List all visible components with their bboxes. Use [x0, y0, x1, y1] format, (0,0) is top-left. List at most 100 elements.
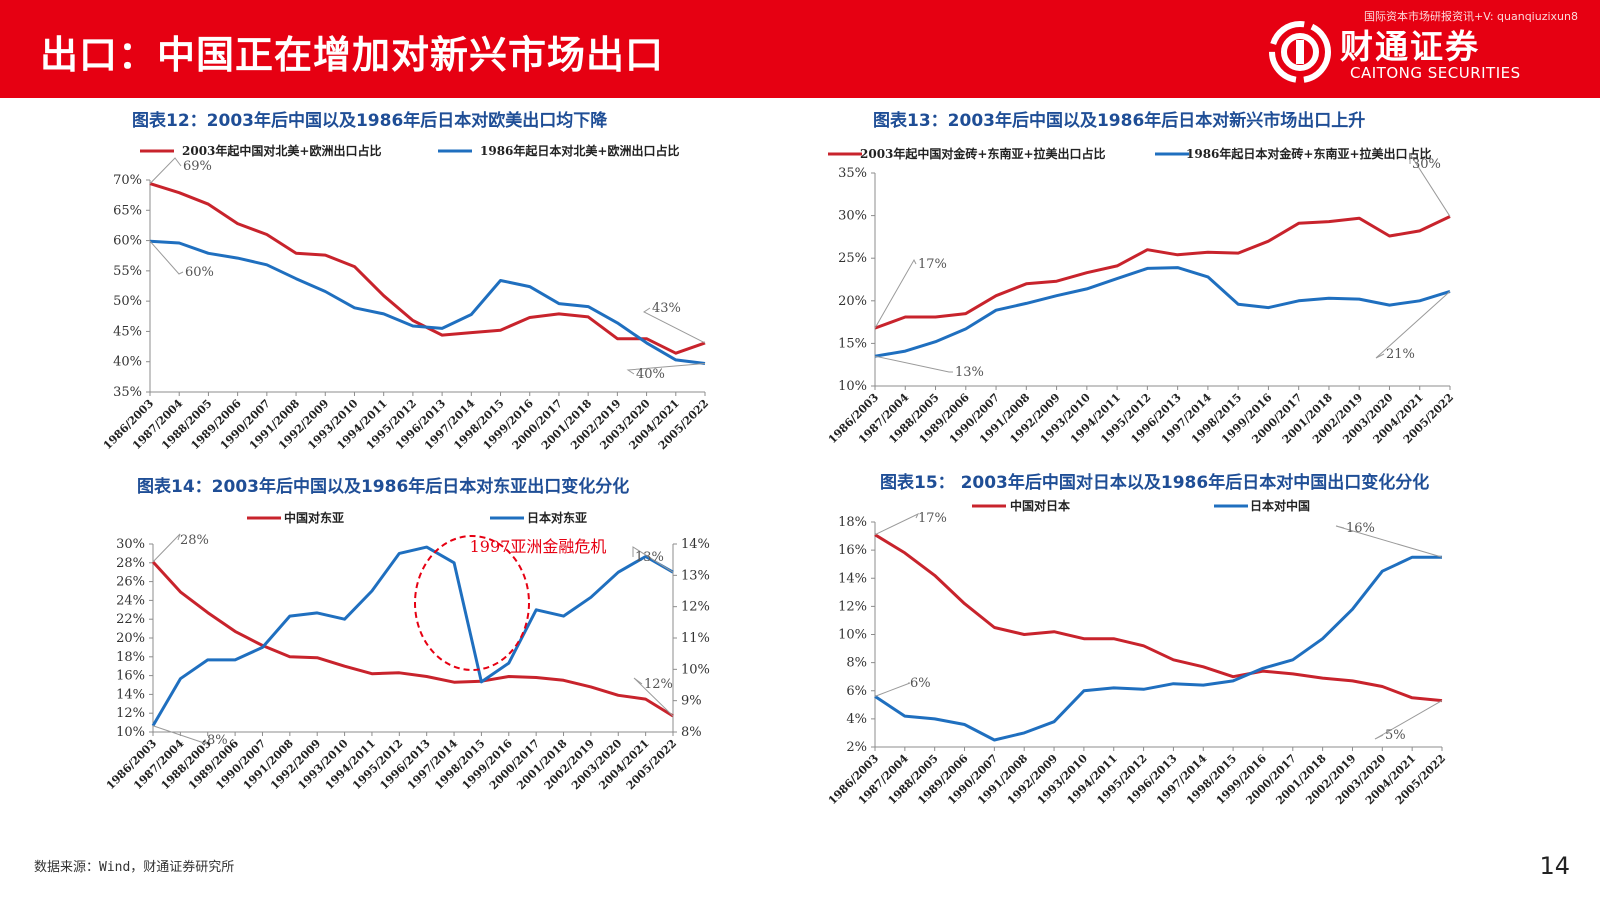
- y-tick-label: 10%: [116, 725, 145, 740]
- y-tick-label: 20%: [838, 294, 867, 309]
- y-tick-label: 50%: [113, 294, 142, 309]
- crisis-highlight-ellipse: [414, 535, 530, 671]
- y-tick-label: 28%: [116, 556, 145, 571]
- y2-tick-label: 9%: [681, 694, 702, 709]
- y-tick-label: 30%: [116, 537, 145, 552]
- page-title: 出口：中国正在增加对新兴市场出口: [40, 33, 665, 77]
- y-tick-label: 12%: [838, 599, 867, 614]
- annotation-label: 21%: [1386, 347, 1415, 362]
- series-line-1: [874, 555, 1442, 742]
- series-line-1: [874, 266, 1451, 358]
- y-tick-label: 15%: [838, 336, 867, 351]
- annotation-leader-line: [1375, 291, 1451, 359]
- legend-label-1: 1986年起日本对金砖+东南亚+拉美出口占比: [1186, 146, 1432, 161]
- annotation-leader-line: [149, 157, 182, 184]
- series-line-0: [874, 215, 1451, 330]
- y-tick-label: 2%: [846, 740, 867, 755]
- y-tick-label: 22%: [116, 612, 145, 627]
- series-line-1: [151, 545, 674, 727]
- y-tick-label: 10%: [838, 628, 867, 643]
- annotation-leader-line: [149, 240, 184, 275]
- y-tick-label: 20%: [116, 631, 145, 646]
- legend-label-1: 日本对中国: [1250, 498, 1310, 513]
- annotation-label: 6%: [910, 676, 931, 691]
- annotation-leader-line: [874, 258, 917, 329]
- annotation-leader-line: [874, 355, 953, 373]
- y-tick-label: 35%: [838, 166, 867, 181]
- series-line-0: [151, 560, 674, 718]
- y-tick-label: 70%: [113, 173, 142, 188]
- caitong-logo-icon: [1269, 21, 1331, 83]
- annotation-label: 40%: [636, 367, 665, 382]
- y-tick-label: 55%: [113, 264, 142, 279]
- annotation-label: 5%: [1385, 728, 1406, 743]
- chart14-title: 图表14：2003年后中国以及1986年后日本对东亚出口变化分化: [137, 477, 630, 497]
- annotation-leader-line: [874, 682, 911, 697]
- y2-tick-label: 12%: [681, 600, 710, 615]
- y-tick-label: 6%: [846, 684, 867, 699]
- legend-label-0: 中国对日本: [1010, 498, 1070, 513]
- chart14: 10% 12% 14% 16% 18% 20% 22% 24% 26% 28% 30% 8% 9% 10%…: [104, 510, 710, 792]
- header-bar: 出口：中国正在增加对新兴市场出口 国际资本市场研报资讯+V: quanqiuzi…: [0, 0, 1600, 98]
- data-source-note: 数据来源：Wind，财通证券研究所: [34, 860, 235, 875]
- y-tick-label: 16%: [116, 669, 145, 684]
- logo-english-name: CAITONG SECURITIES: [1350, 64, 1521, 82]
- chart15: 2%4%6%8%10%12%14%16%18%1986/20031987/200…: [826, 498, 1448, 807]
- chart12-title: 图表12：2003年后中国以及1986年后日本对欧美出口均下降: [132, 111, 608, 131]
- logo-chinese-name: 财通证券: [1340, 27, 1480, 66]
- y-tick-label: 8%: [846, 656, 867, 671]
- watermark-text: 国际资本市场研报资讯+V: quanqiuzixun8: [1363, 10, 1578, 23]
- series-line-1: [149, 239, 706, 365]
- y2-tick-label: 11%: [681, 631, 710, 646]
- y-tick-label: 18%: [116, 650, 145, 665]
- y-tick-label: 26%: [116, 575, 145, 590]
- legend-label-0: 2003年起中国对北美+欧洲出口占比: [182, 143, 381, 158]
- y-tick-label: 4%: [846, 712, 867, 727]
- y-tick-label: 12%: [116, 706, 145, 721]
- chart12: 35%40%45%50%55%60%65%70%1986/20031987/20…: [101, 143, 711, 452]
- y-tick-label: 24%: [116, 593, 145, 608]
- annotation-label: 60%: [185, 265, 214, 280]
- annotation-leader-line: [1409, 152, 1451, 217]
- annotation-label: 69%: [183, 159, 212, 174]
- annotation-leader-line: [874, 512, 920, 536]
- y2-tick-label: 13%: [681, 568, 710, 583]
- annotation-label: 43%: [652, 301, 681, 316]
- annotation-label: 17%: [918, 511, 947, 526]
- y-tick-label: 18%: [838, 515, 867, 530]
- y-tick-label: 65%: [113, 203, 142, 218]
- y-tick-label: 14%: [838, 571, 867, 586]
- legend-label-0: 2003年起中国对金砖+东南亚+拉美出口占比: [860, 146, 1106, 161]
- annotation-leader-line: [643, 307, 706, 344]
- chart13-title: 图表13：2003年后中国以及1986年后日本对新兴市场出口上升: [873, 111, 1366, 131]
- y-tick-label: 14%: [116, 687, 145, 702]
- annotation-label: 17%: [918, 257, 947, 272]
- y-tick-label: 16%: [838, 543, 867, 558]
- annotation-label: 28%: [180, 533, 209, 548]
- y-tick-label: 40%: [113, 355, 142, 370]
- annotation-label: 13%: [955, 365, 984, 380]
- y-tick-label: 60%: [113, 234, 142, 249]
- annotation-leader-line: [632, 546, 674, 573]
- page-number: 14: [1539, 852, 1570, 880]
- y-tick-label: 10%: [838, 379, 867, 394]
- crisis-callout-label: 1997亚洲金融危机: [470, 537, 607, 556]
- legend-label-0: 中国对东亚: [284, 510, 344, 525]
- y2-tick-label: 8%: [681, 725, 702, 740]
- annotation-label: 30%: [1412, 157, 1441, 172]
- annotation-label: 16%: [1346, 521, 1375, 536]
- series-line-0: [874, 533, 1443, 703]
- chart13: 10%15%20%25%30%35%1986/20031987/20041988…: [826, 146, 1456, 446]
- annotation-leader-line: [1374, 700, 1443, 740]
- y2-tick-label: 10%: [681, 662, 710, 677]
- annotation-leader-line: [626, 363, 706, 375]
- legend-label-1: 日本对东亚: [527, 510, 587, 525]
- annotation-leader-line: [152, 725, 208, 745]
- legend-label-1: 1986年起日本对北美+欧洲出口占比: [480, 143, 679, 158]
- annotation-leader-line: [152, 533, 181, 563]
- annotation-label: 12%: [644, 677, 673, 692]
- y-tick-label: 45%: [113, 324, 142, 339]
- chart15-title: 图表15： 2003年后中国对日本以及1986年后日本对中国出口变化分化: [880, 473, 1430, 493]
- annotation-leader-line: [1335, 525, 1443, 558]
- annotation-label: 13%: [635, 550, 664, 565]
